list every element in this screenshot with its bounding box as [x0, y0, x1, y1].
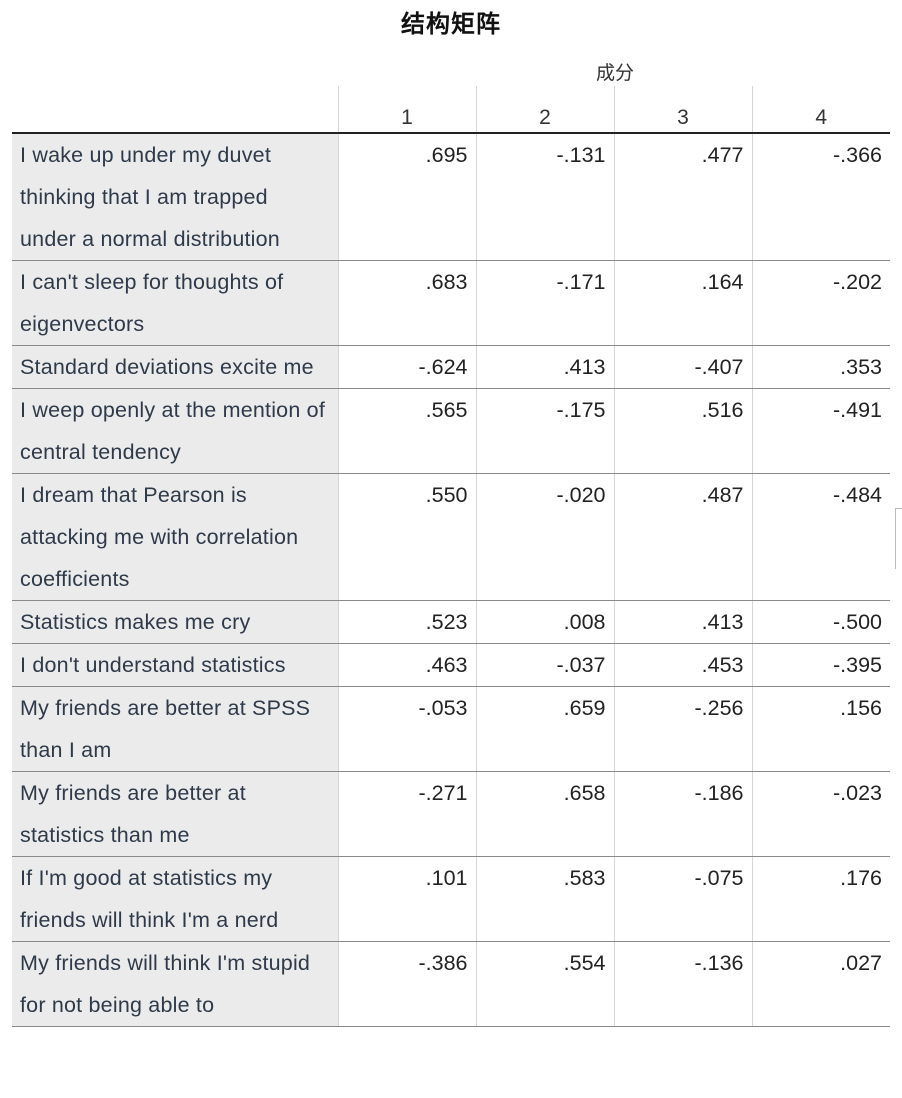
loading-cell: -.366	[751, 133, 890, 261]
structure-matrix-table: 1 2 3 4 I wake up under my duvet thinkin…	[12, 86, 890, 1027]
row-label: Standard deviations excite me	[12, 345, 338, 389]
component-header: 成分	[595, 62, 634, 84]
column-header-3: 3	[613, 86, 752, 134]
loading-cell: .550	[337, 473, 476, 601]
table-row: I wake up under my duvet thinking that I…	[12, 133, 890, 261]
loading-cell: -.053	[337, 686, 476, 772]
loading-cell: -.624	[337, 345, 476, 389]
row-label: If I'm good at statistics my friends wil…	[12, 856, 338, 942]
row-label: My friends are better at statistics than…	[12, 771, 338, 857]
row-label: I weep openly at the mention of central …	[12, 388, 338, 474]
row-label: I can't sleep for thoughts of eigenvecto…	[12, 260, 338, 346]
loading-cell: -.256	[613, 686, 752, 772]
loading-cell: .554	[475, 941, 614, 1027]
loading-cell: -.202	[751, 260, 890, 346]
row-label: Statistics makes me cry	[12, 600, 338, 644]
loading-cell: -.186	[613, 771, 752, 857]
loading-cell: -.131	[475, 133, 614, 261]
loading-cell: .353	[751, 345, 890, 389]
loading-cell: .477	[613, 133, 752, 261]
table-row: My friends are better at statistics than…	[12, 771, 890, 857]
loading-cell: .008	[475, 600, 614, 644]
table-title: 结构矩阵	[401, 10, 501, 38]
table-row: My friends are better at SPSS than I am …	[12, 686, 890, 772]
column-header-2: 2	[475, 86, 614, 134]
loading-cell: -.407	[613, 345, 752, 389]
column-header-row: 1 2 3 4	[12, 86, 890, 134]
loading-cell: -.037	[475, 643, 614, 687]
loading-cell: .164	[613, 260, 752, 346]
loading-cell: .463	[337, 643, 476, 687]
table-row: I weep openly at the mention of central …	[12, 388, 890, 474]
loading-cell: .487	[613, 473, 752, 601]
loading-cell: -.023	[751, 771, 890, 857]
loading-cell: -.075	[613, 856, 752, 942]
table-row: I can't sleep for thoughts of eigenvecto…	[12, 260, 890, 346]
loading-cell: -.386	[337, 941, 476, 1027]
loading-cell: .583	[475, 856, 614, 942]
table-row: Standard deviations excite me -.624 .413…	[12, 345, 890, 389]
loading-cell: .027	[751, 941, 890, 1027]
loading-cell: -.171	[475, 260, 614, 346]
window-edge-divider	[895, 508, 902, 569]
loading-cell: .413	[475, 345, 614, 389]
loading-cell: .156	[751, 686, 890, 772]
loading-cell: .695	[337, 133, 476, 261]
table-row: If I'm good at statistics my friends wil…	[12, 856, 890, 942]
loading-cell: -.175	[475, 388, 614, 474]
loading-cell: -.020	[475, 473, 614, 601]
loading-cell: -.500	[751, 600, 890, 644]
row-label: I don't understand statistics	[12, 643, 338, 687]
loading-cell: -.484	[751, 473, 890, 601]
table-row: Statistics makes me cry .523 .008 .413 -…	[12, 600, 890, 644]
loading-cell: .523	[337, 600, 476, 644]
loading-cell: .659	[475, 686, 614, 772]
loading-cell: -.136	[613, 941, 752, 1027]
loading-cell: .453	[613, 643, 752, 687]
column-header-4: 4	[751, 86, 890, 134]
row-label: My friends are better at SPSS than I am	[12, 686, 338, 772]
column-header-1: 1	[337, 86, 476, 134]
loading-cell: -.271	[337, 771, 476, 857]
loading-cell: -.395	[751, 643, 890, 687]
table-row: I dream that Pearson is attacking me wit…	[12, 473, 890, 601]
row-label: I wake up under my duvet thinking that I…	[12, 133, 338, 261]
loading-cell: .176	[751, 856, 890, 942]
loading-cell: -.491	[751, 388, 890, 474]
row-label: My friends will think I'm stupid for not…	[12, 941, 338, 1027]
row-label: I dream that Pearson is attacking me wit…	[12, 473, 338, 601]
row-label-header	[12, 86, 338, 134]
loading-cell: .658	[475, 771, 614, 857]
loading-cell: .683	[337, 260, 476, 346]
loading-cell: .565	[337, 388, 476, 474]
loading-cell: .101	[337, 856, 476, 942]
loading-cell: .413	[613, 600, 752, 644]
loading-cell: .516	[613, 388, 752, 474]
table-row: My friends will think I'm stupid for not…	[12, 941, 890, 1027]
table-row: I don't understand statistics .463 -.037…	[12, 643, 890, 687]
